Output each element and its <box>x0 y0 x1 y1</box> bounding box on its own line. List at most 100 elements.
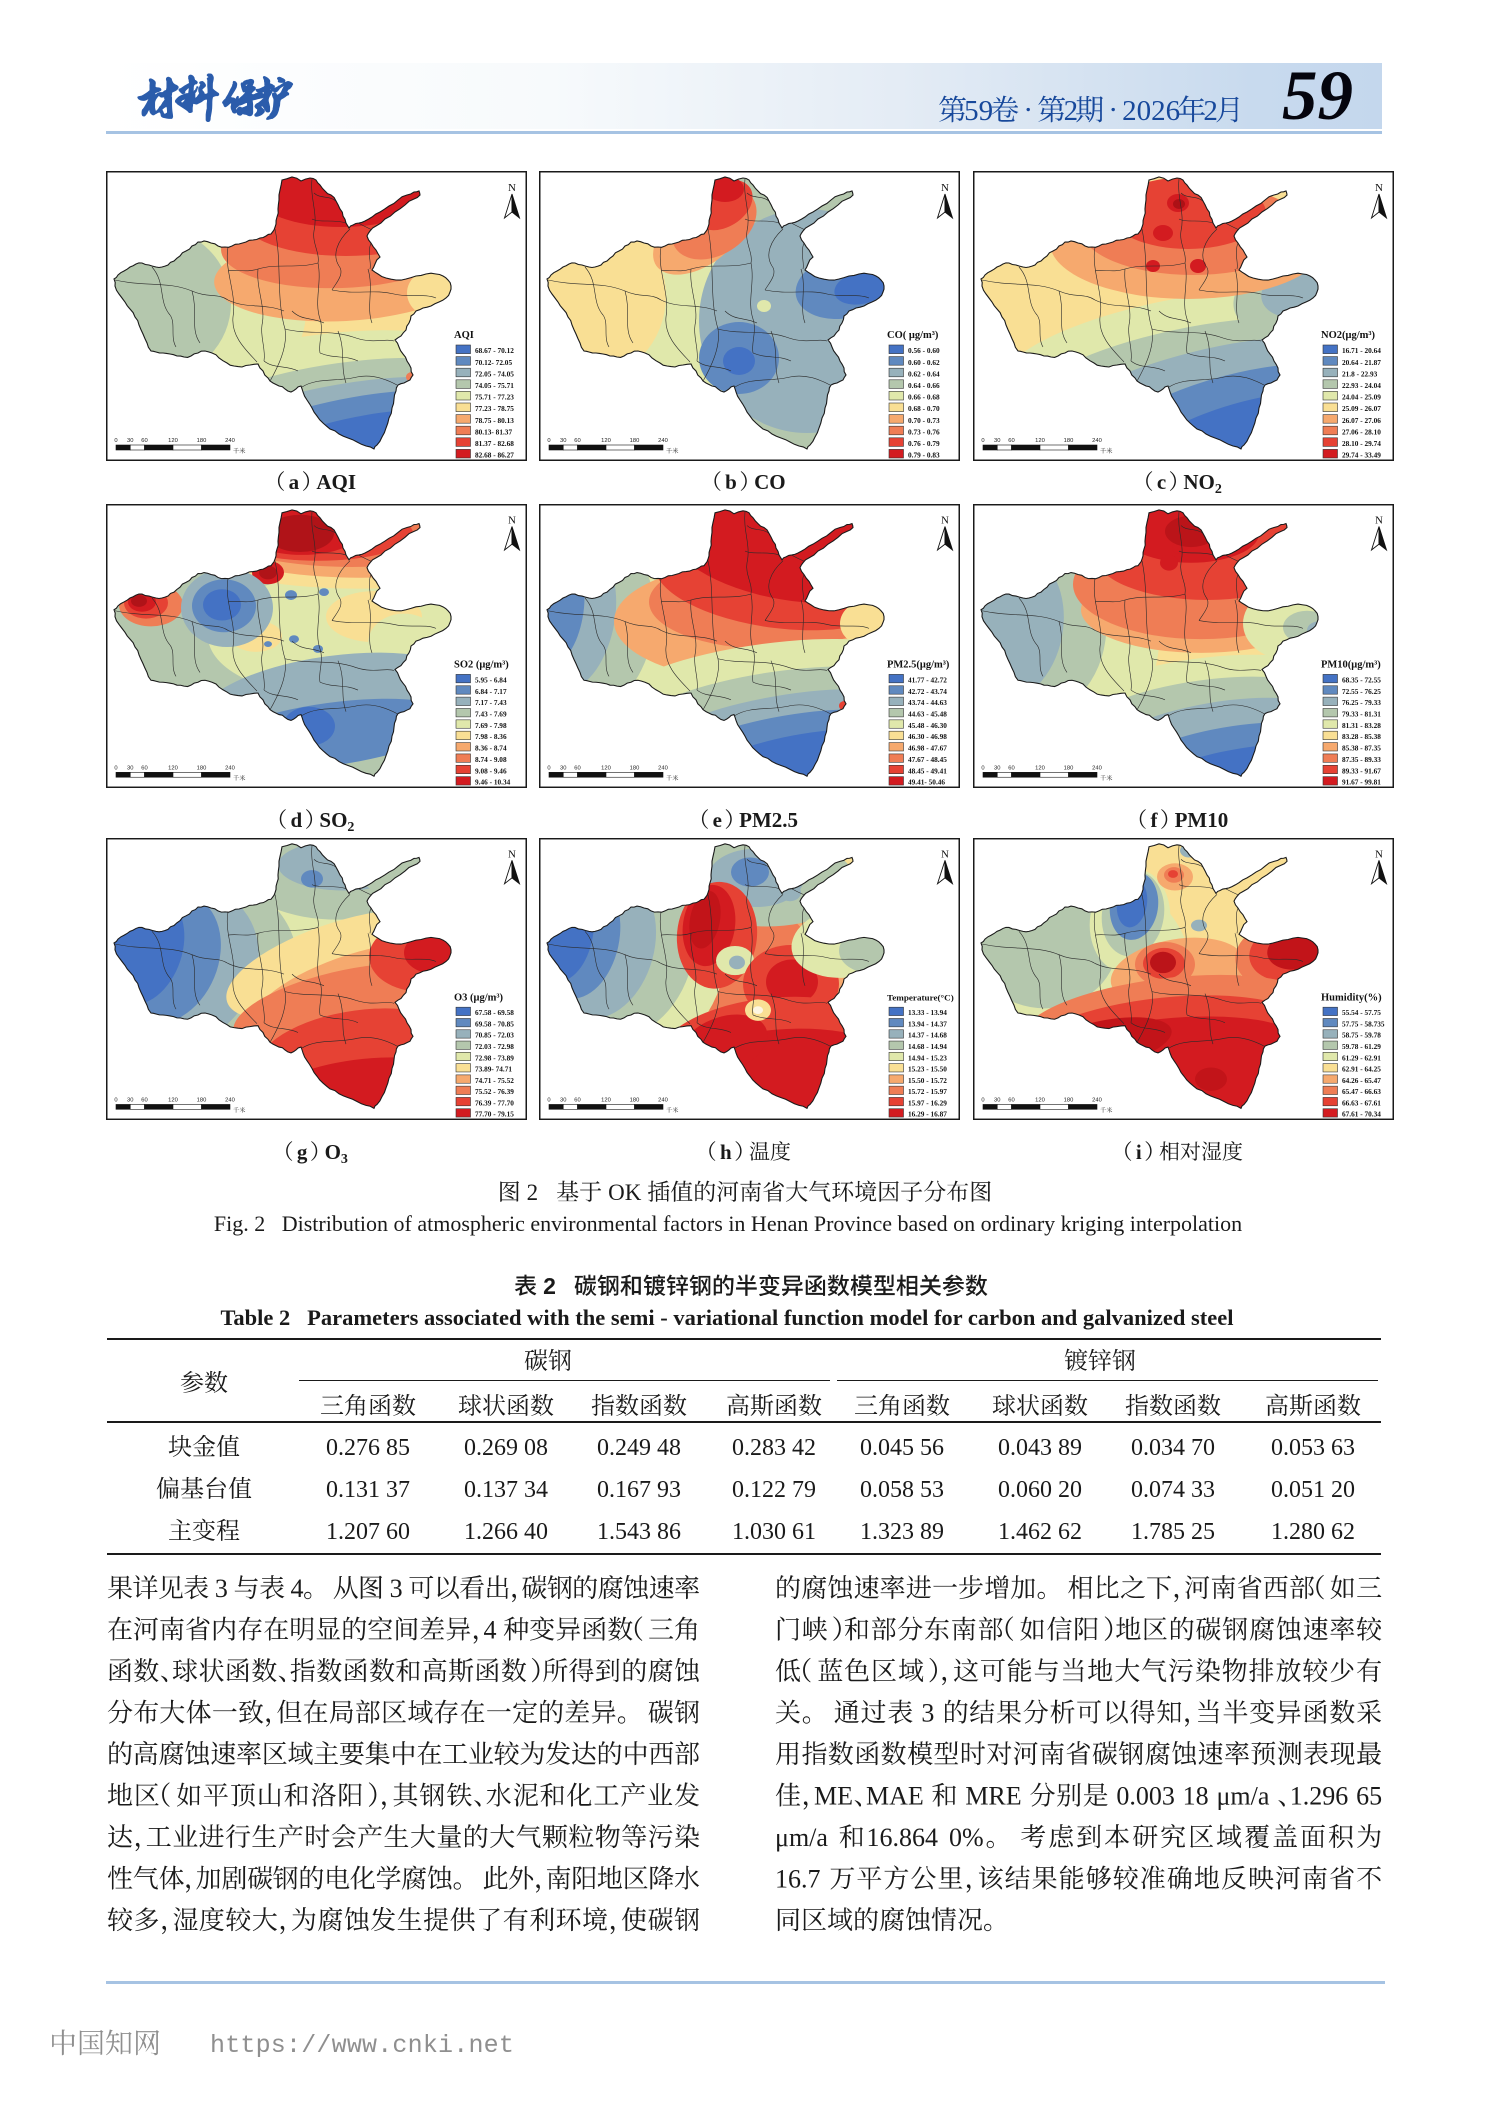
svg-text:65: 65 <box>1356 1782 1382 1811</box>
svg-text:77.70 - 79.15: 77.70 - 79.15 <box>475 1111 514 1119</box>
svg-text:g: g <box>297 1140 308 1164</box>
svg-text:29.74 - 33.49: 29.74 - 33.49 <box>1342 451 1381 460</box>
svg-text:68.67 - 70.12: 68.67 - 70.12 <box>475 346 514 355</box>
svg-text:7.43 - 7.69: 7.43 - 7.69 <box>475 711 507 719</box>
svg-text:0.058 53: 0.058 53 <box>860 1477 944 1503</box>
svg-text:16.29 - 16.87: 16.29 - 16.87 <box>908 1111 947 1119</box>
svg-text:26.07 - 27.06: 26.07 - 27.06 <box>1342 416 1381 425</box>
svg-text:1.030 61: 1.030 61 <box>732 1519 816 1545</box>
svg-text:4: 4 <box>483 1616 496 1645</box>
svg-text:0.76 - 0.79: 0.76 - 0.79 <box>908 439 940 448</box>
svg-text:0.73 - 0.76: 0.73 - 0.76 <box>908 427 940 436</box>
svg-text:2: 2 <box>527 1180 539 1205</box>
svg-text:76.25 - 79.33: 76.25 - 79.33 <box>1342 699 1381 707</box>
svg-text:1.280 62: 1.280 62 <box>1271 1519 1355 1545</box>
svg-text:46.98 - 47.67: 46.98 - 47.67 <box>908 745 947 753</box>
svg-text:45.48 - 46.30: 45.48 - 46.30 <box>908 722 947 730</box>
svg-text:78.75 - 80.13: 78.75 - 80.13 <box>475 416 514 425</box>
svg-text:2: 2 <box>1064 95 1079 127</box>
svg-text:57.75 - 58.735: 57.75 - 58.735 <box>1342 1021 1385 1029</box>
svg-text:https://www.cnki.net: https://www.cnki.net <box>210 2031 514 2060</box>
svg-text:24.04 - 25.09: 24.04 - 25.09 <box>1342 393 1381 402</box>
svg-text:85.38 - 87.35: 85.38 - 87.35 <box>1342 745 1381 753</box>
svg-text:ME: ME <box>814 1782 853 1811</box>
svg-text:5.95 - 6.84: 5.95 - 6.84 <box>475 676 507 684</box>
svg-text:1.296: 1.296 <box>1290 1782 1349 1811</box>
svg-text:Table 2 Parameters associate: Table 2 Parameters associated with the s… <box>220 1305 1233 1330</box>
svg-text:1.323 89: 1.323 89 <box>860 1519 944 1545</box>
svg-text:77.23 - 78.75: 77.23 - 78.75 <box>475 404 514 413</box>
svg-text:64.26 - 65.47: 64.26 - 65.47 <box>1342 1077 1381 1085</box>
svg-text:76.39 - 77.70: 76.39 - 77.70 <box>475 1099 514 1107</box>
svg-text:43.74 - 44.63: 43.74 - 44.63 <box>908 699 947 707</box>
svg-text:i: i <box>1136 1140 1142 1164</box>
svg-text:7.17 - 7.43: 7.17 - 7.43 <box>475 699 507 707</box>
svg-text:61.29 - 62.91: 61.29 - 62.91 <box>1342 1054 1381 1062</box>
svg-text:NO2(μg/m³): NO2(μg/m³) <box>1321 330 1376 341</box>
svg-text:0.68 - 0.70: 0.68 - 0.70 <box>908 404 940 413</box>
svg-text:8.74 - 9.08: 8.74 - 9.08 <box>475 756 507 764</box>
svg-text:42.72 - 43.74: 42.72 - 43.74 <box>908 688 947 696</box>
svg-text:79.33 - 81.31: 79.33 - 81.31 <box>1342 711 1381 719</box>
svg-text:0.003: 0.003 <box>1116 1782 1175 1811</box>
svg-text:O3 (μg/m³): O3 (μg/m³) <box>454 993 503 1004</box>
svg-text:0.060 20: 0.060 20 <box>998 1477 1082 1503</box>
svg-text:58.75 - 59.78: 58.75 - 59.78 <box>1342 1032 1381 1040</box>
svg-text:70.12- 72.05: 70.12- 72.05 <box>475 358 512 367</box>
svg-text:3: 3 <box>215 1574 228 1603</box>
svg-text:1.207 60: 1.207 60 <box>326 1519 410 1545</box>
svg-text:O: O <box>325 1140 341 1164</box>
svg-text:67.61 - 70.34: 67.61 - 70.34 <box>1342 1111 1381 1119</box>
svg-text:0.122 79: 0.122 79 <box>732 1477 816 1503</box>
svg-text:59: 59 <box>964 95 993 127</box>
svg-text:c: c <box>1157 470 1166 494</box>
svg-text:41.77 - 42.72: 41.77 - 42.72 <box>908 676 947 684</box>
svg-text:MAE: MAE <box>866 1782 924 1811</box>
svg-text:7.69 - 7.98: 7.69 - 7.98 <box>475 722 507 730</box>
svg-text:0.79 - 0.83: 0.79 - 0.83 <box>908 451 940 460</box>
svg-text:3: 3 <box>921 1699 934 1728</box>
svg-text:0.56 - 0.60: 0.56 - 0.60 <box>908 346 940 355</box>
svg-text:18: 18 <box>1183 1782 1209 1811</box>
svg-text:13.94 - 14.37: 13.94 - 14.37 <box>908 1021 947 1029</box>
svg-text:72.98 - 73.89: 72.98 - 73.89 <box>475 1054 514 1062</box>
svg-text:72.55 - 76.25: 72.55 - 76.25 <box>1342 688 1381 696</box>
svg-text:75.71 - 77.23: 75.71 - 77.23 <box>475 393 514 402</box>
svg-text:2: 2 <box>1203 95 1218 127</box>
svg-text:82.68 - 86.27: 82.68 - 86.27 <box>475 451 514 460</box>
svg-text:48.45 - 49.41: 48.45 - 49.41 <box>908 767 947 775</box>
svg-text:72.05 - 74.05: 72.05 - 74.05 <box>475 369 514 378</box>
svg-text:0.167 93: 0.167 93 <box>597 1477 681 1503</box>
svg-text:SO2 (μg/m³): SO2 (μg/m³) <box>454 660 509 671</box>
svg-text:f: f <box>1150 808 1158 832</box>
svg-text:OK: OK <box>608 1180 642 1205</box>
svg-text:44.63 - 45.48: 44.63 - 45.48 <box>908 711 947 719</box>
svg-text:0.269 08: 0.269 08 <box>464 1435 548 1461</box>
svg-text:16.864: 16.864 <box>867 1823 939 1852</box>
svg-text:87.35 - 89.33: 87.35 - 89.33 <box>1342 756 1381 764</box>
svg-text:2026: 2026 <box>1122 95 1180 127</box>
svg-text:59.78 - 61.29: 59.78 - 61.29 <box>1342 1043 1381 1051</box>
svg-text:15.50 - 15.72: 15.50 - 15.72 <box>908 1077 947 1085</box>
svg-text:b: b <box>725 470 737 494</box>
svg-text:0.131 37: 0.131 37 <box>326 1477 410 1503</box>
svg-text:28.10 - 29.74: 28.10 - 29.74 <box>1342 439 1381 448</box>
svg-text:16.7: 16.7 <box>775 1865 821 1894</box>
svg-text:83.28 - 85.38: 83.28 - 85.38 <box>1342 733 1381 741</box>
svg-text:0.249 48: 0.249 48 <box>597 1435 681 1461</box>
svg-text:AQI: AQI <box>316 470 356 494</box>
svg-text:a: a <box>289 470 300 494</box>
svg-text:8.36 - 8.74: 8.36 - 8.74 <box>475 745 507 753</box>
svg-text:16.71 - 20.64: 16.71 - 20.64 <box>1342 346 1381 355</box>
svg-text:73.89- 74.71: 73.89- 74.71 <box>475 1066 512 1074</box>
svg-text:46.30 - 46.98: 46.30 - 46.98 <box>908 733 947 741</box>
svg-text:91.67 - 99.81: 91.67 - 99.81 <box>1342 779 1381 787</box>
svg-text:0.034 70: 0.034 70 <box>1131 1435 1215 1461</box>
svg-text:0.074 33: 0.074 33 <box>1131 1477 1215 1503</box>
svg-text:1.785 25: 1.785 25 <box>1131 1519 1215 1545</box>
svg-text:0.053 63: 0.053 63 <box>1271 1435 1355 1461</box>
svg-text:6.84 - 7.17: 6.84 - 7.17 <box>475 688 507 696</box>
svg-text:0.276 85: 0.276 85 <box>326 1435 410 1461</box>
svg-text:PM2.5: PM2.5 <box>739 808 798 832</box>
svg-text:66.63 - 67.61: 66.63 - 67.61 <box>1342 1099 1381 1107</box>
